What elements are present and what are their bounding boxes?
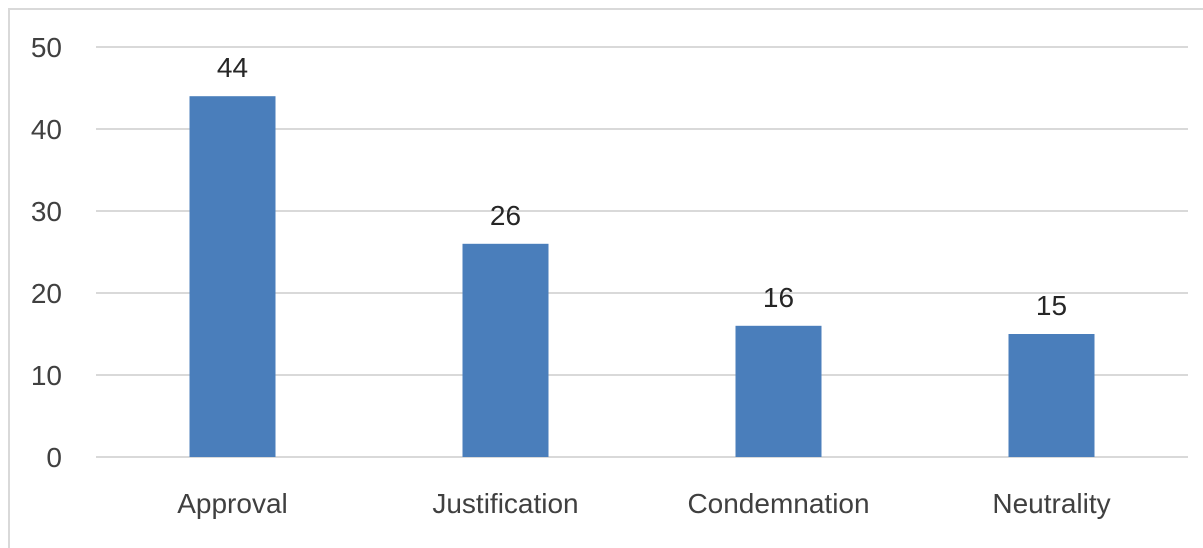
y-tick-label: 40 [31, 114, 62, 145]
y-tick-label: 10 [31, 360, 62, 391]
y-tick-label: 30 [31, 196, 62, 227]
bar-justification [462, 243, 549, 457]
y-tick-label: 50 [31, 32, 62, 63]
data-label: 16 [763, 282, 794, 313]
x-category-label: Neutrality [992, 488, 1110, 519]
data-label: 44 [217, 52, 248, 83]
chart-frame [8, 8, 1203, 548]
x-category-label: Justification [432, 488, 578, 519]
data-label: 26 [490, 200, 521, 231]
bars [189, 96, 1095, 457]
bar-neutrality [1008, 334, 1095, 457]
bar-chart: 0 10 20 30 40 50 44 26 16 15 Approval Justificati… [31, 32, 1188, 519]
data-label: 15 [1036, 290, 1067, 321]
x-category-label: Condemnation [687, 488, 869, 519]
y-tick-label: 0 [46, 442, 62, 473]
x-category-label: Approval [177, 488, 288, 519]
bar-approval [189, 96, 276, 457]
bar-condemnation [735, 325, 822, 457]
data-labels: 44 26 16 15 [217, 52, 1067, 321]
x-axis-categories: Approval Justification Condemnation Neutral… [177, 488, 1110, 519]
y-axis-ticks: 0 10 20 30 40 50 [31, 32, 62, 473]
y-tick-label: 20 [31, 278, 62, 309]
gridlines [96, 46, 1188, 458]
